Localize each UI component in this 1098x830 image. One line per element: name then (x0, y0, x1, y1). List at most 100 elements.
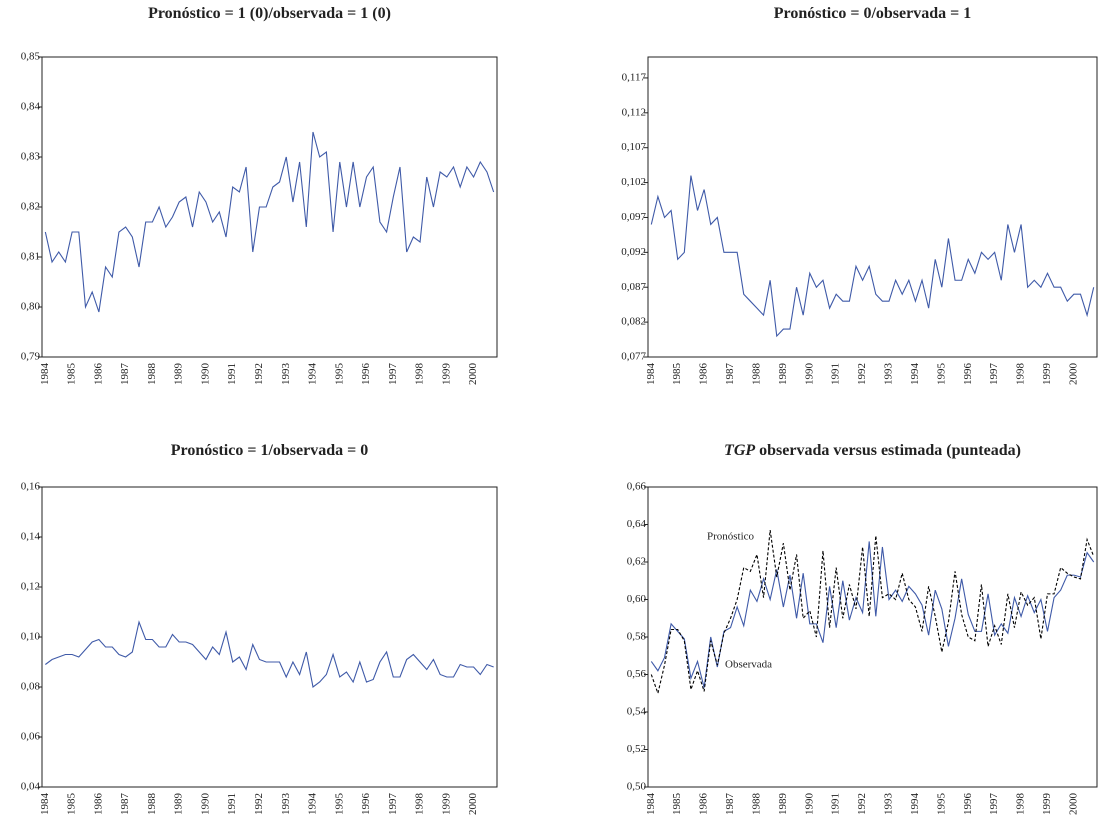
x-tick-label: 1990 (803, 363, 815, 386)
chart-panel: Pronóstico = 1 (0)/observada = 1 (0) 0,79… (21, 5, 498, 386)
y-tick-label: 0,117 (622, 71, 647, 83)
title-text: Pronóstico = 1/observada = 0 (171, 442, 369, 459)
x-tick-label: 1984 (645, 363, 657, 386)
y-tick-label: 0,077 (621, 351, 646, 363)
y-tick-label: 0,102 (621, 176, 646, 188)
x-tick-label: 2000 (467, 793, 479, 816)
x-tick-label: 1993 (883, 793, 895, 816)
plot-frame (41, 486, 498, 788)
x-tick-label: 2000 (1067, 363, 1079, 386)
y-tick-label: 0,84 (21, 101, 41, 113)
x-tick-label: 1985 (66, 793, 78, 816)
chart-title: Pronóstico = 1 (0)/observada = 1 (0) (148, 5, 391, 22)
x-tick-label: 1988 (750, 793, 762, 816)
x-tick-label: 1990 (199, 793, 211, 816)
y-tick-label: 0,66 (627, 481, 647, 493)
x-tick-label: 1985 (671, 363, 683, 386)
y-tick-label: 0,082 (621, 316, 646, 328)
x-tick-label: 2000 (1067, 793, 1079, 816)
x-tick-label: 1993 (883, 363, 895, 386)
x-tick-label: 1987 (724, 363, 736, 386)
plot-frame (647, 56, 1098, 358)
data-line (45, 620, 494, 688)
y-tick-label: 0,16 (21, 481, 41, 493)
x-tick-label: 1989 (777, 363, 789, 386)
x-tick-label: 1997 (387, 363, 399, 386)
plot-frame (41, 56, 498, 358)
y-tick-label: 0,107 (621, 141, 646, 153)
y-tick-label: 0,52 (627, 743, 646, 755)
y-tick-label: 0,092 (621, 246, 646, 258)
x-tick-label: 1988 (750, 363, 762, 386)
y-tick-label: 0,79 (21, 351, 41, 363)
data-line (650, 175, 1095, 338)
x-tick-label: 1991 (226, 793, 238, 815)
y-tick-label: 0,81 (21, 251, 40, 263)
x-tick-label: 1994 (307, 793, 319, 816)
data-line (44, 131, 495, 313)
x-tick-label: 1998 (414, 793, 426, 816)
y-tick-label: 0,087 (621, 281, 646, 293)
x-tick-label: 2000 (467, 363, 479, 386)
x-tick-label: 1987 (724, 793, 736, 816)
y-tick-label: 0,12 (21, 581, 40, 593)
x-tick-label: 1993 (280, 363, 292, 386)
y-tick-label: 0,82 (21, 201, 40, 213)
x-tick-label: 1988 (146, 363, 158, 386)
x-tick-label: 1998 (1015, 363, 1027, 386)
y-tick-label: 0,08 (21, 681, 41, 693)
y-tick-label: 0,14 (21, 531, 41, 543)
x-tick-label: 1984 (39, 793, 51, 816)
chart-title: Pronóstico = 1/observada = 0 (171, 442, 369, 459)
data-line (650, 530, 1095, 696)
x-tick-label: 1991 (830, 793, 842, 815)
x-tick-label: 1989 (173, 363, 185, 386)
x-tick-label: 1987 (119, 793, 131, 816)
x-tick-label: 1989 (777, 793, 789, 816)
x-tick-label: 1995 (333, 793, 345, 816)
x-tick-label: 1992 (856, 793, 868, 815)
chart-title: TGP observada versus estimada (punteada) (724, 442, 1021, 459)
y-tick-label: 0,50 (627, 781, 647, 793)
x-tick-label: 1999 (1041, 363, 1053, 386)
x-tick-label: 1997 (387, 793, 399, 816)
x-tick-label: 1992 (253, 363, 265, 385)
x-tick-label: 1984 (39, 363, 51, 386)
title-text: Pronóstico = 1 (0)/observada = 1 (0) (148, 5, 391, 22)
series-label: Observada (725, 659, 772, 671)
title-text: observada versus estimada (punteada) (759, 442, 1021, 459)
x-tick-label: 1999 (1041, 793, 1053, 816)
y-tick-label: 0,62 (627, 556, 646, 568)
x-tick-label: 1987 (119, 363, 131, 386)
x-tick-label: 1994 (909, 793, 921, 816)
x-tick-label: 1995 (935, 793, 947, 816)
chart-panel: Pronóstico = 1/observada = 0 0,04 0,06 0,08… (21, 442, 498, 816)
y-tick-label: 0,097 (621, 211, 646, 223)
x-tick-label: 1986 (92, 793, 104, 816)
x-tick-label: 1996 (360, 363, 372, 386)
x-tick-label: 1986 (698, 363, 710, 386)
y-tick-label: 0,60 (627, 593, 647, 605)
x-tick-label: 1993 (280, 793, 292, 816)
y-tick-label: 0,10 (21, 631, 41, 643)
x-tick-label: 1988 (146, 793, 158, 816)
y-tick-label: 0,56 (627, 668, 647, 680)
y-tick-label: 0,06 (21, 731, 41, 743)
x-tick-label: 1992 (856, 363, 868, 385)
x-tick-label: 1985 (66, 363, 78, 386)
title-emphasis: TGP (724, 442, 755, 459)
x-tick-label: 1999 (440, 793, 452, 816)
series-label: Pronóstico (707, 531, 755, 543)
x-tick-label: 1991 (226, 363, 238, 385)
y-tick-label: 0,04 (21, 781, 41, 793)
x-tick-label: 1991 (830, 363, 842, 385)
x-tick-label: 1997 (988, 363, 1000, 386)
x-tick-label: 1999 (440, 363, 452, 386)
y-tick-label: 0,112 (622, 106, 646, 118)
data-line (650, 541, 1095, 688)
x-tick-label: 1992 (253, 793, 265, 815)
chart-panel: Pronóstico = 0/observada = 1 0,077 0,082 0,… (621, 5, 1098, 386)
y-tick-label: 0,58 (627, 631, 647, 643)
